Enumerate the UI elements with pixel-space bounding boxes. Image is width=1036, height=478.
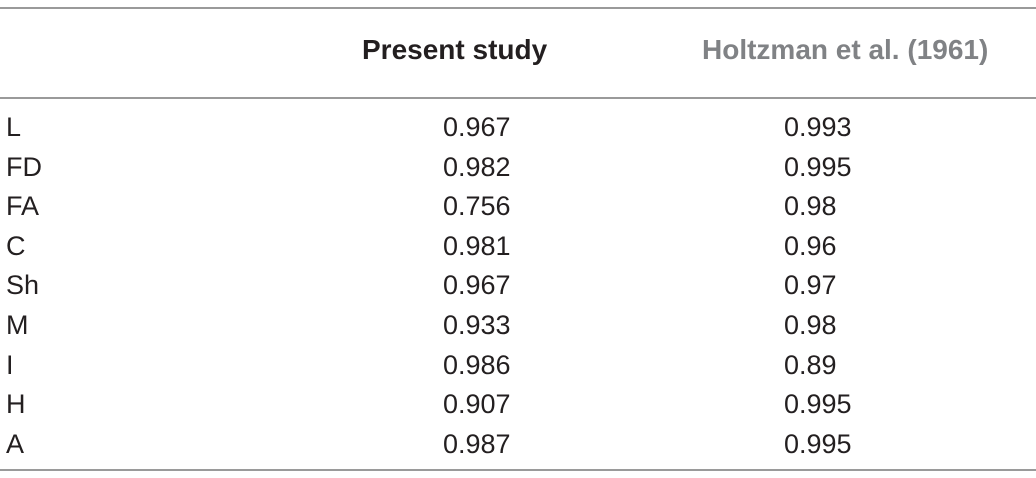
- holtzman-value: 0.993: [784, 112, 852, 142]
- row-label: L: [6, 112, 22, 142]
- present-value: 0.907: [443, 389, 511, 420]
- row-label: FD: [6, 151, 42, 182]
- present-value: 0.933: [443, 309, 511, 340]
- row-label: M: [6, 309, 29, 340]
- holtzman-value: 0.995: [784, 151, 852, 182]
- header-holtzman: Holtzman et al. (1961): [702, 34, 989, 65]
- table-row: H 0.907 0.995: [0, 385, 1036, 425]
- table-row: M 0.933 0.98: [0, 306, 1036, 346]
- table-header: Present study Holtzman et al. (1961): [0, 30, 1036, 70]
- present-value: 0.967: [443, 112, 511, 142]
- present-value: 0.981: [443, 230, 511, 261]
- table-row: FA 0.756 0.98: [0, 187, 1036, 227]
- row-label: C: [6, 230, 26, 261]
- table-body: L 0.967 0.993 FD 0.982 0.995 FA 0.756 0.…: [0, 108, 1036, 464]
- row-label: H: [6, 389, 26, 420]
- row-label: A: [6, 428, 25, 459]
- table-row: FD 0.982 0.995: [0, 148, 1036, 188]
- header-present-study: Present study: [362, 34, 548, 65]
- present-value: 0.982: [443, 151, 511, 182]
- table-row: L 0.967 0.993: [0, 108, 1036, 148]
- present-value: 0.967: [443, 270, 511, 301]
- holtzman-value: 0.98: [784, 309, 837, 340]
- holtzman-value: 0.97: [784, 270, 837, 301]
- table-row: Sh 0.967 0.97: [0, 266, 1036, 306]
- present-value: 0.987: [443, 428, 511, 459]
- present-value: 0.756: [443, 191, 511, 222]
- holtzman-value: 0.995: [784, 389, 852, 420]
- holtzman-value: 0.995: [784, 428, 852, 459]
- holtzman-value: 0.96: [784, 230, 837, 261]
- table-bottom-rule: [0, 469, 1036, 471]
- row-label: I: [6, 349, 14, 380]
- table-row: C 0.981 0.96: [0, 227, 1036, 267]
- row-label: FA: [6, 191, 40, 222]
- present-value: 0.986: [443, 349, 511, 380]
- holtzman-value: 0.89: [784, 349, 837, 380]
- holtzman-value: 0.98: [784, 191, 837, 222]
- table-header-rule: [0, 97, 1036, 99]
- row-label: Sh: [6, 270, 40, 301]
- table-top-rule: [0, 7, 1036, 9]
- table-row: A 0.987 0.995: [0, 425, 1036, 465]
- table-row: I 0.986 0.89: [0, 346, 1036, 386]
